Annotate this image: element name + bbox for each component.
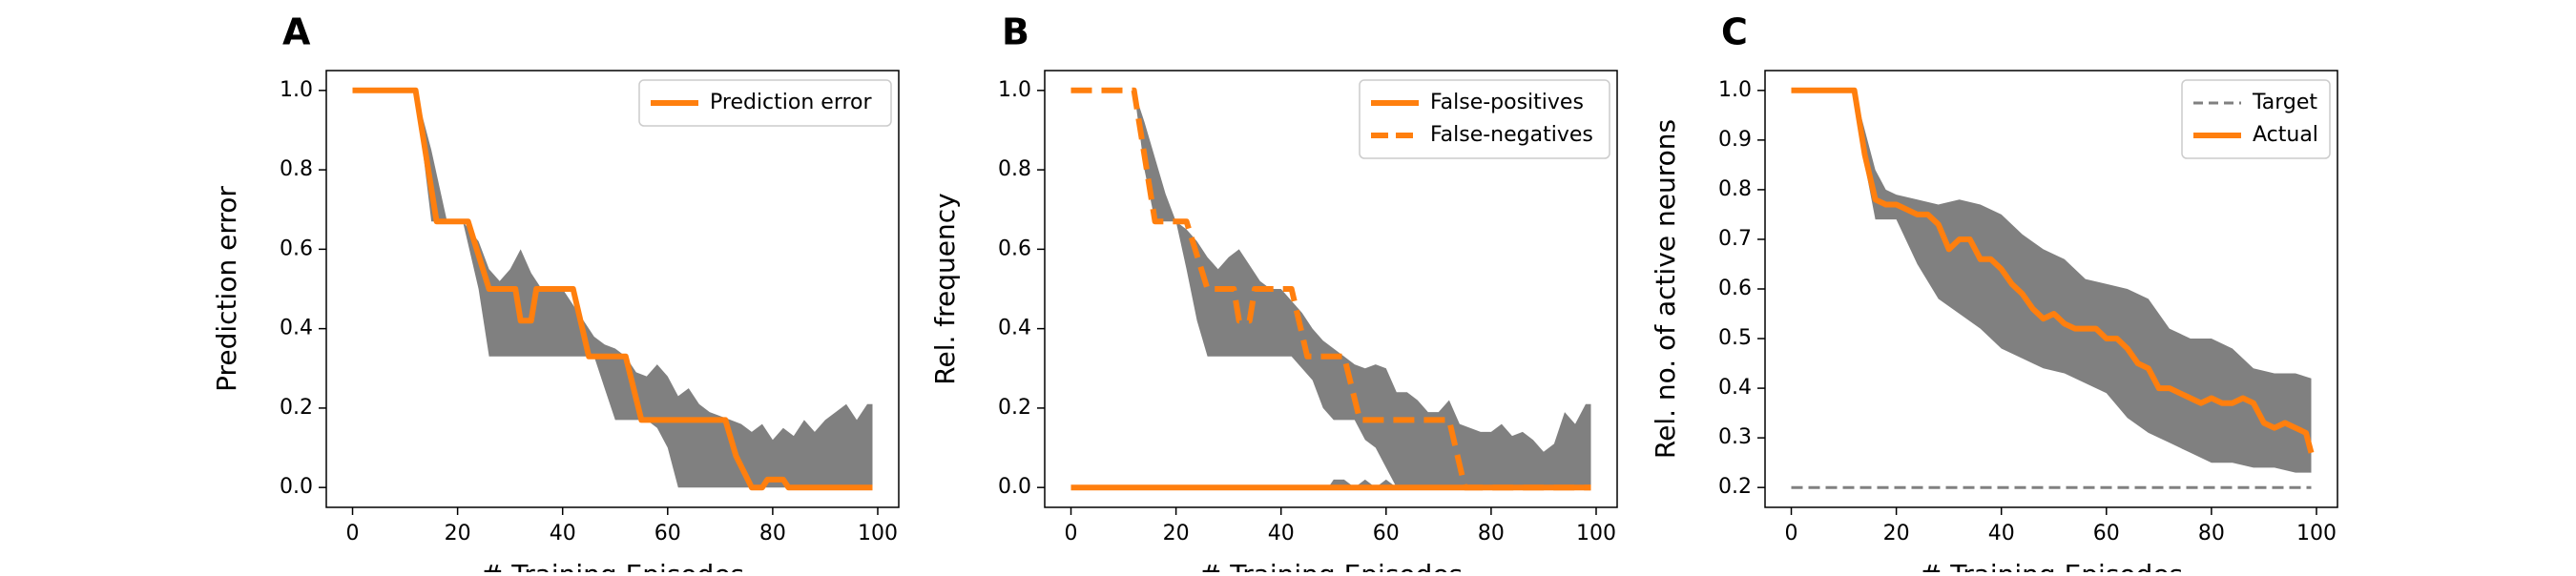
x-tick-label: 100 (1576, 522, 1616, 545)
legend-box (638, 79, 892, 127)
x-tick-label: 40 (1268, 522, 1295, 545)
y-tick-label: 1.0 (280, 78, 313, 102)
x-tick-label: 0 (1785, 522, 1798, 545)
panel-letter: C (1721, 11, 1748, 53)
panel-letter: A (282, 11, 311, 53)
y-axis-label: Prediction error (211, 186, 242, 392)
y-tick-label: 0.8 (1718, 177, 1752, 201)
x-tick-label: 40 (550, 522, 576, 545)
x-tick-label: 0 (346, 522, 360, 545)
x-tick-label: 60 (654, 522, 681, 545)
series-line-prediction-error (352, 87, 873, 491)
legend-label: False-negatives (1430, 123, 1593, 147)
y-tick-label: 0.4 (1718, 376, 1752, 400)
y-tick-label: 0.6 (280, 237, 313, 260)
axes-frame (325, 70, 900, 508)
legend: False-positives False-negatives (1359, 79, 1610, 159)
legend-label: Target (2252, 91, 2317, 114)
y-axis-label: Rel. frequency (929, 193, 961, 384)
confidence-band (1070, 90, 1591, 488)
panel-a: A 0 20 40 60 80 100 0.0 0.2 0.4 0.6 0.8 1.0 # Trainin… (211, 11, 900, 576)
x-axis-label: # Training Episodes (1920, 559, 2183, 572)
x-tick-label: 100 (858, 522, 898, 545)
plot-area (1070, 87, 1591, 491)
legend: Prediction error (638, 79, 892, 127)
x-tick-label: 60 (1373, 522, 1400, 545)
y-tick-label: 0.8 (280, 157, 313, 181)
series-line-false-negatives (1070, 87, 1591, 491)
x-tick-label: 0 (1065, 522, 1078, 545)
series-line-actual (1791, 87, 2315, 454)
y-tick-label: 0.2 (280, 396, 313, 420)
y-tick-label: 0.0 (998, 475, 1031, 499)
x-tick-label: 80 (759, 522, 786, 545)
x-tick-label: 60 (2093, 522, 2120, 545)
plot-area (1791, 87, 2315, 489)
x-tick-label: 20 (1883, 522, 1910, 545)
axes-frame (1044, 70, 1618, 508)
y-tick-label: 0.7 (1718, 227, 1752, 251)
panel-c: C 0 20 40 60 80 100 0.2 0.3 0.4 0.5 0.6 0.7 0.8 0.9 1.0… (1650, 11, 2338, 576)
y-tick-label: 0.5 (1718, 326, 1752, 350)
y-tick-label: 0.2 (998, 396, 1031, 420)
y-tick-label: 1.0 (1718, 78, 1752, 102)
confidence-band (1791, 90, 2312, 473)
legend: Target Actual (2181, 79, 2331, 159)
y-tick-label: 0.6 (1718, 277, 1752, 300)
y-tick-label: 0.4 (998, 317, 1031, 340)
x-tick-label: 100 (2296, 522, 2337, 545)
y-tick-label: 0.0 (280, 475, 313, 499)
y-tick-label: 0.9 (1718, 128, 1752, 152)
y-tick-label: 0.8 (998, 157, 1031, 181)
legend-label: Prediction error (710, 91, 872, 114)
x-tick-label: 20 (445, 522, 471, 545)
confidence-band (352, 90, 873, 488)
y-tick-label: 0.2 (1718, 475, 1752, 499)
legend-box (1359, 79, 1610, 159)
x-tick-label: 80 (1478, 522, 1505, 545)
legend-label: Actual (2253, 123, 2318, 147)
panel-letter: B (1002, 11, 1029, 53)
x-tick-label: 40 (1988, 522, 2015, 545)
legend-label: False-positives (1430, 91, 1584, 114)
panel-b: B 0 20 40 60 80 100 0.0 0.2 0.4 0.6 0.8 1.0 # Trainin… (929, 11, 1618, 576)
x-axis-label: # Training Episodes (481, 559, 744, 572)
y-tick-label: 0.3 (1718, 425, 1752, 449)
y-tick-label: 0.6 (998, 237, 1031, 260)
y-tick-label: 0.4 (280, 317, 313, 340)
legend-box (2181, 79, 2331, 159)
y-tick-label: 1.0 (998, 78, 1031, 102)
plot-area (352, 87, 873, 491)
y-axis-label: Rel. no. of active neurons (1650, 119, 1681, 459)
x-tick-label: 20 (1163, 522, 1190, 545)
x-tick-label: 80 (2198, 522, 2225, 545)
x-axis-label: # Training Episodes (1199, 559, 1463, 572)
